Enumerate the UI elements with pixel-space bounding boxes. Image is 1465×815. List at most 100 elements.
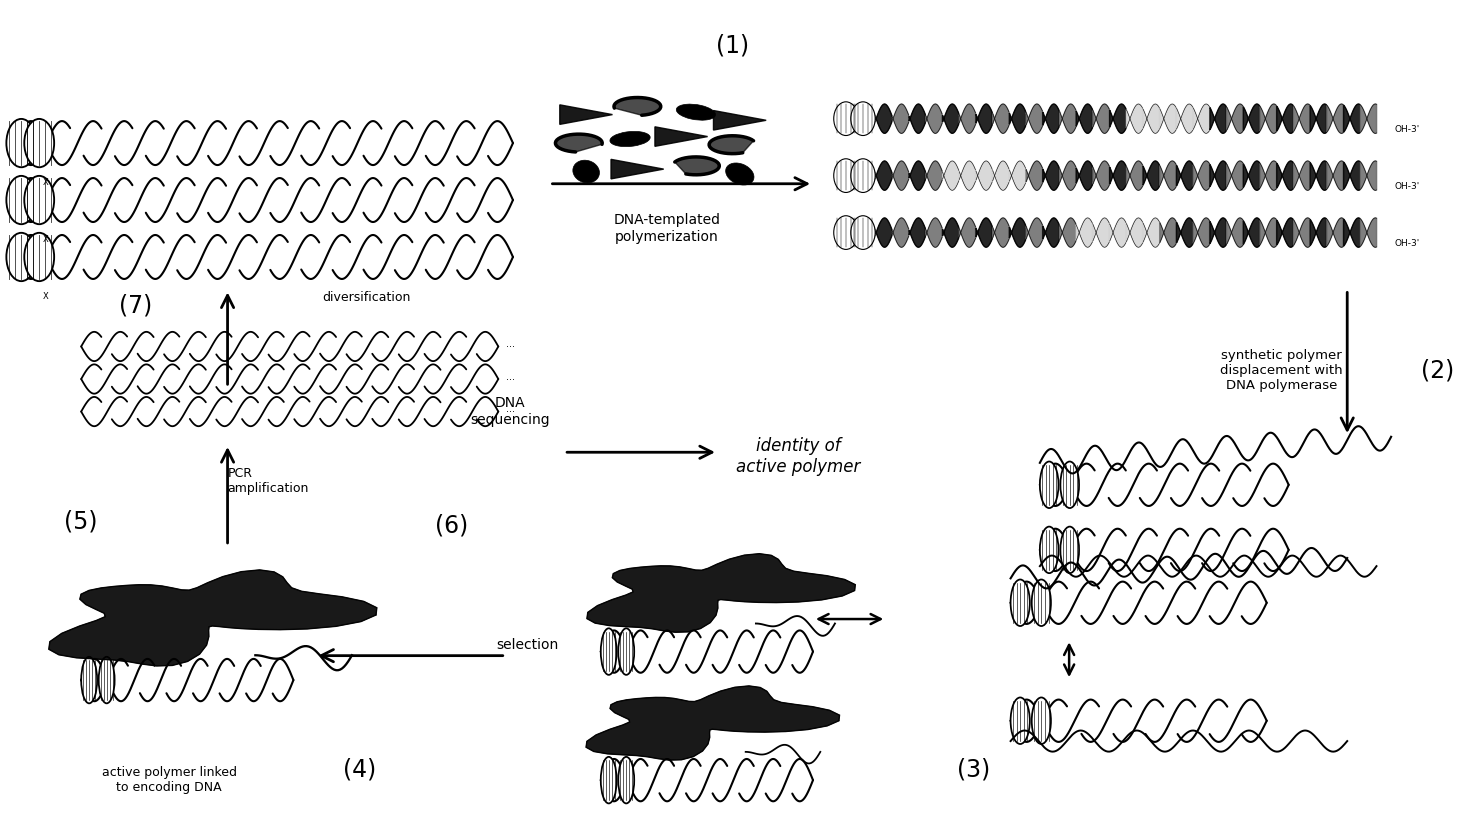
- Polygon shape: [842, 104, 858, 134]
- Polygon shape: [1009, 104, 1026, 134]
- Text: DNA-templated
polymerization: DNA-templated polymerization: [614, 214, 721, 244]
- Polygon shape: [1193, 218, 1210, 247]
- Ellipse shape: [1031, 698, 1050, 744]
- Polygon shape: [858, 218, 875, 247]
- Polygon shape: [1260, 218, 1276, 247]
- Polygon shape: [976, 104, 992, 134]
- Polygon shape: [1294, 104, 1310, 134]
- Ellipse shape: [573, 161, 599, 183]
- Polygon shape: [1127, 104, 1143, 134]
- Polygon shape: [1043, 104, 1059, 134]
- Polygon shape: [1127, 161, 1143, 190]
- Text: X: X: [42, 178, 48, 187]
- Polygon shape: [1226, 104, 1242, 134]
- Text: (2): (2): [1421, 359, 1455, 383]
- Polygon shape: [1109, 161, 1127, 190]
- Polygon shape: [1277, 104, 1294, 134]
- Polygon shape: [1310, 218, 1326, 247]
- Ellipse shape: [1011, 698, 1030, 744]
- Polygon shape: [858, 161, 875, 190]
- Polygon shape: [1009, 161, 1026, 190]
- Text: (5): (5): [64, 509, 98, 533]
- Ellipse shape: [25, 176, 54, 224]
- Polygon shape: [1327, 161, 1343, 190]
- Polygon shape: [1244, 104, 1260, 134]
- Polygon shape: [1310, 161, 1326, 190]
- Polygon shape: [976, 161, 992, 190]
- Text: (7): (7): [119, 293, 152, 318]
- Text: synthetic polymer
displacement with
DNA polymerase: synthetic polymer displacement with DNA …: [1220, 350, 1342, 392]
- Ellipse shape: [1031, 579, 1050, 626]
- Text: diversification: diversification: [322, 291, 412, 304]
- Polygon shape: [48, 570, 377, 666]
- Polygon shape: [910, 161, 926, 190]
- Ellipse shape: [1011, 579, 1030, 626]
- Polygon shape: [960, 218, 976, 247]
- Text: DNA
sequencing: DNA sequencing: [470, 396, 549, 427]
- Text: OH-3': OH-3': [1395, 182, 1420, 191]
- Polygon shape: [1361, 104, 1377, 134]
- Polygon shape: [1077, 161, 1093, 190]
- Text: OH-3': OH-3': [1395, 239, 1420, 248]
- Ellipse shape: [609, 131, 650, 147]
- Polygon shape: [892, 104, 908, 134]
- Polygon shape: [842, 218, 858, 247]
- Polygon shape: [1294, 161, 1310, 190]
- Text: X: X: [42, 292, 48, 301]
- Polygon shape: [1210, 161, 1226, 190]
- Ellipse shape: [851, 159, 875, 192]
- Polygon shape: [1277, 161, 1294, 190]
- Polygon shape: [1143, 218, 1159, 247]
- Text: (1): (1): [716, 33, 749, 57]
- Polygon shape: [876, 218, 892, 247]
- Polygon shape: [1176, 218, 1193, 247]
- Ellipse shape: [618, 757, 634, 804]
- Polygon shape: [1193, 104, 1210, 134]
- Polygon shape: [993, 218, 1009, 247]
- Text: PCR
amplification: PCR amplification: [227, 467, 309, 495]
- Polygon shape: [842, 161, 858, 190]
- Polygon shape: [876, 104, 892, 134]
- Polygon shape: [587, 553, 856, 632]
- Ellipse shape: [6, 119, 37, 167]
- Polygon shape: [1260, 104, 1276, 134]
- Polygon shape: [926, 104, 942, 134]
- Ellipse shape: [618, 628, 634, 675]
- Polygon shape: [993, 161, 1009, 190]
- Polygon shape: [1176, 161, 1193, 190]
- Polygon shape: [586, 686, 839, 760]
- Polygon shape: [675, 157, 719, 174]
- Ellipse shape: [25, 233, 54, 281]
- Polygon shape: [1327, 104, 1343, 134]
- Polygon shape: [1160, 104, 1176, 134]
- Text: identity of
active polymer: identity of active polymer: [737, 437, 860, 476]
- Polygon shape: [1310, 104, 1326, 134]
- Polygon shape: [1226, 218, 1242, 247]
- Polygon shape: [993, 104, 1009, 134]
- Polygon shape: [910, 218, 926, 247]
- Ellipse shape: [1040, 526, 1059, 573]
- Polygon shape: [1210, 218, 1226, 247]
- Text: ...: ...: [505, 404, 514, 414]
- Polygon shape: [1093, 161, 1109, 190]
- Polygon shape: [1093, 104, 1109, 134]
- Ellipse shape: [601, 757, 617, 804]
- Ellipse shape: [1040, 461, 1059, 508]
- Polygon shape: [942, 161, 958, 190]
- Ellipse shape: [25, 119, 54, 167]
- Polygon shape: [1343, 218, 1360, 247]
- Polygon shape: [960, 161, 976, 190]
- Text: selection: selection: [497, 637, 558, 651]
- Polygon shape: [1059, 161, 1075, 190]
- Polygon shape: [1210, 104, 1226, 134]
- Polygon shape: [1361, 218, 1377, 247]
- Text: OH-3': OH-3': [1395, 125, 1420, 134]
- Polygon shape: [1043, 218, 1059, 247]
- Polygon shape: [1361, 161, 1377, 190]
- Ellipse shape: [834, 102, 858, 135]
- Polygon shape: [926, 218, 942, 247]
- Polygon shape: [1244, 218, 1260, 247]
- Polygon shape: [1343, 161, 1360, 190]
- Ellipse shape: [834, 159, 858, 192]
- Polygon shape: [1043, 161, 1059, 190]
